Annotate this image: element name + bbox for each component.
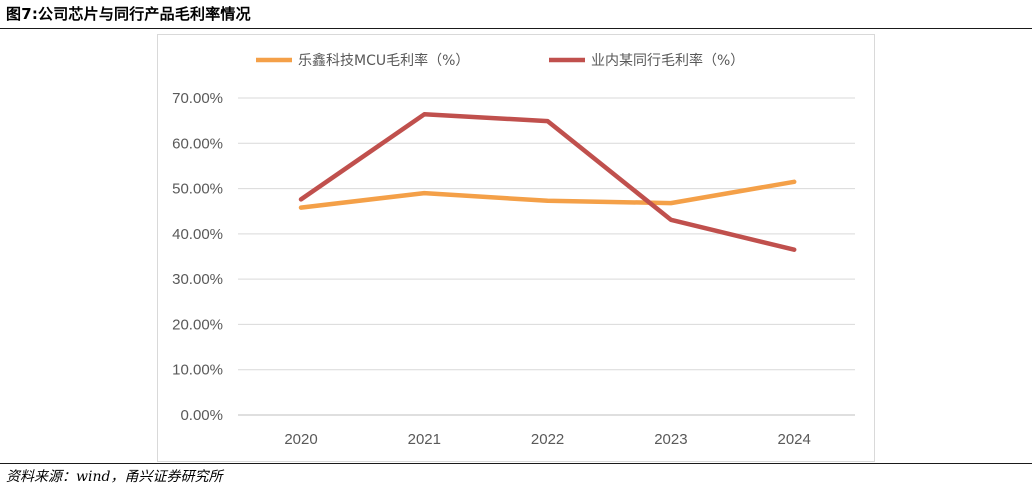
y-tick-label: 40.00%	[172, 226, 223, 243]
series-line-2	[298, 112, 797, 252]
gridlines	[238, 97, 855, 416]
series-lines	[298, 112, 797, 252]
x-tick-label: 2022	[531, 431, 564, 448]
y-tick-label: 20.00%	[172, 316, 223, 333]
y-tick-label: 30.00%	[172, 271, 223, 288]
x-axis: 2020 2021 2022 2023 2024	[284, 431, 811, 448]
x-tick-label: 2024	[778, 431, 811, 448]
chart-frame	[157, 34, 875, 462]
y-tick-label: 60.00%	[172, 135, 223, 152]
x-tick-label: 2023	[654, 431, 687, 448]
source-note: 资料来源：wind，甬兴证券研究所	[6, 469, 223, 485]
legend-label: 乐鑫科技MCU毛利率（%）	[298, 52, 469, 69]
figure-title: 图7:公司芯片与同行产品毛利率情况	[6, 5, 251, 23]
y-axis: 0.00% 10.00% 20.00% 30.00% 40.00% 50.00% 60.00…	[172, 90, 223, 424]
y-tick-label: 70.00%	[172, 90, 223, 107]
bottom-rule	[0, 463, 1032, 464]
x-tick-label: 2020	[284, 431, 317, 448]
legend: 乐鑫科技MCU毛利率（%） 业内某同行毛利率（%）	[256, 52, 744, 69]
x-tick-label: 2021	[408, 431, 441, 448]
series-line-1	[298, 179, 797, 210]
top-rule	[0, 28, 1032, 29]
y-tick-label: 0.00%	[180, 407, 223, 424]
legend-label: 业内某同行毛利率（%）	[591, 52, 744, 69]
y-tick-label: 50.00%	[172, 181, 223, 198]
y-tick-label: 10.00%	[172, 362, 223, 379]
